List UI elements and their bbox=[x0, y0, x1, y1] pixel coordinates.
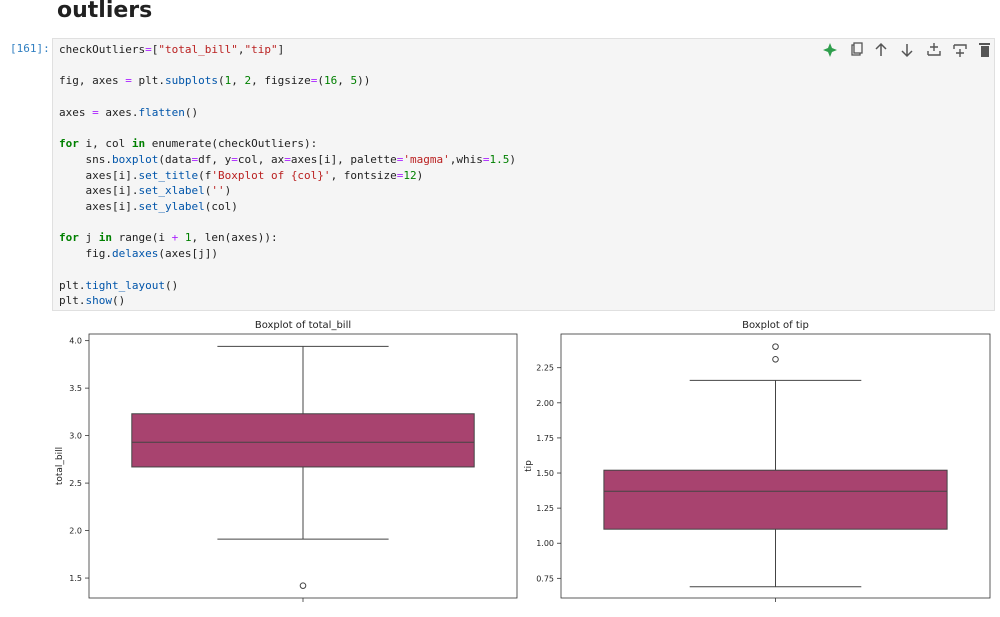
heading: outliers bbox=[57, 0, 153, 23]
code-cell[interactable]: checkOutliers=["total_bill","tip"] fig, … bbox=[52, 38, 995, 311]
insert-above-button[interactable] bbox=[927, 43, 941, 56]
copy-button[interactable] bbox=[851, 42, 863, 56]
box bbox=[603, 469, 948, 530]
y-axis-label: tip bbox=[524, 460, 534, 472]
y-tick-label: 1.5 bbox=[69, 574, 82, 583]
y-tick-label: 0.75 bbox=[536, 574, 554, 583]
code[interactable]: checkOutliers=["total_bill","tip"] fig, … bbox=[59, 43, 517, 308]
insert-below-button[interactable] bbox=[953, 44, 967, 57]
move-down-button[interactable] bbox=[901, 44, 913, 58]
chart-title: Boxplot of tip bbox=[742, 320, 809, 331]
y-tick-label: 3.5 bbox=[69, 384, 82, 393]
y-tick-label: 2.0 bbox=[69, 527, 82, 536]
y-tick-label: 2.5 bbox=[69, 479, 82, 488]
move-up-button[interactable] bbox=[875, 42, 887, 56]
y-tick-label: 1.00 bbox=[536, 539, 554, 548]
y-tick-label: 2.00 bbox=[536, 399, 554, 408]
outlier bbox=[772, 343, 779, 350]
y-axis-label: total_bill bbox=[55, 447, 65, 485]
box bbox=[131, 413, 475, 468]
y-tick-label: 1.50 bbox=[536, 469, 554, 478]
ai-button[interactable] bbox=[823, 43, 837, 57]
y-tick-label: 3.0 bbox=[69, 432, 82, 441]
delete-button[interactable] bbox=[979, 43, 990, 57]
y-tick-label: 4.0 bbox=[69, 337, 82, 346]
y-tick-label: 2.25 bbox=[536, 364, 554, 373]
y-tick-label: 1.25 bbox=[536, 504, 554, 513]
cell-toolbar bbox=[823, 42, 990, 58]
y-tick-label: 1.75 bbox=[536, 434, 554, 443]
outlier bbox=[772, 355, 779, 363]
outlier bbox=[299, 582, 307, 589]
cell-prompt: [161]: bbox=[10, 42, 50, 55]
chart-title: Boxplot of total_bill bbox=[255, 320, 351, 331]
